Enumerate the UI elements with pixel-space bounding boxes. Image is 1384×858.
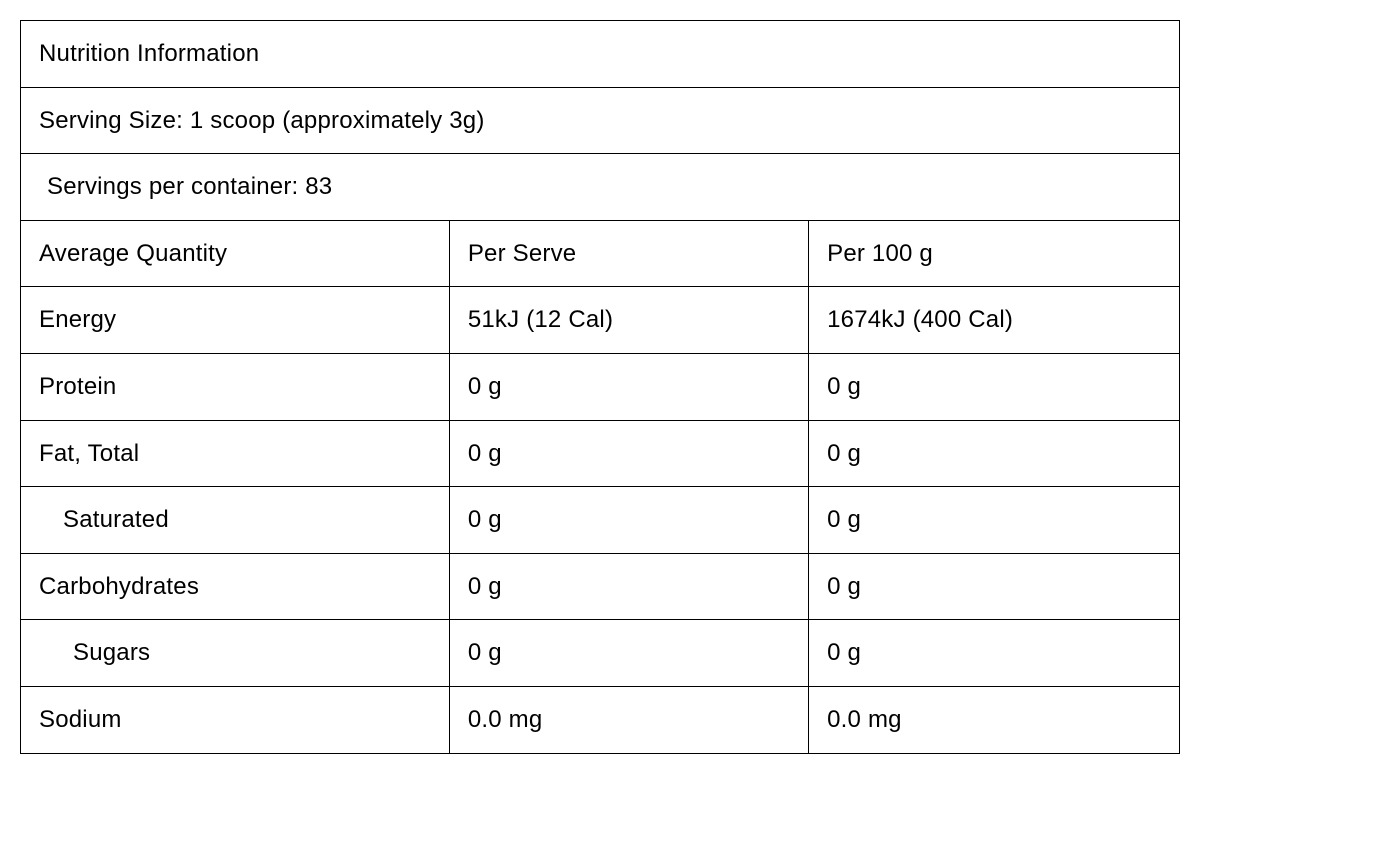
table-row: Carbohydrates 0 g 0 g <box>21 553 1180 620</box>
row-label: Saturated <box>21 487 450 554</box>
table-row: Energy 51kJ (12 Cal) 1674kJ (400 Cal) <box>21 287 1180 354</box>
title-row: Nutrition Information <box>21 21 1180 88</box>
row-per-serve: 0 g <box>449 353 808 420</box>
row-per-serve: 51kJ (12 Cal) <box>449 287 808 354</box>
table-row: Protein 0 g 0 g <box>21 353 1180 420</box>
nutrition-table: Nutrition Information Serving Size: 1 sc… <box>20 20 1180 754</box>
row-per-serve: 0 g <box>449 553 808 620</box>
row-per-100g: 0 g <box>809 487 1180 554</box>
row-label: Fat, Total <box>21 420 450 487</box>
row-per-100g: 0 g <box>809 553 1180 620</box>
row-per-serve: 0 g <box>449 620 808 687</box>
table-row: Sugars 0 g 0 g <box>21 620 1180 687</box>
row-label: Protein <box>21 353 450 420</box>
row-label: Sodium <box>21 686 450 753</box>
table-row: Saturated 0 g 0 g <box>21 487 1180 554</box>
row-per-100g: 0 g <box>809 620 1180 687</box>
table-row: Fat, Total 0 g 0 g <box>21 420 1180 487</box>
row-label: Energy <box>21 287 450 354</box>
row-per-100g: 0 g <box>809 353 1180 420</box>
row-per-serve: 0 g <box>449 420 808 487</box>
header-row: Average Quantity Per Serve Per 100 g <box>21 220 1180 287</box>
header-quantity: Average Quantity <box>21 220 450 287</box>
row-label: Sugars <box>21 620 450 687</box>
table-row: Sodium 0.0 mg 0.0 mg <box>21 686 1180 753</box>
servings-per-container: Servings per container: 83 <box>21 154 1180 221</box>
header-per-100g: Per 100 g <box>809 220 1180 287</box>
row-per-100g: 1674kJ (400 Cal) <box>809 287 1180 354</box>
table-title: Nutrition Information <box>21 21 1180 88</box>
serving-size-row: Serving Size: 1 scoop (approximately 3g) <box>21 87 1180 154</box>
row-per-serve: 0.0 mg <box>449 686 808 753</box>
row-label: Carbohydrates <box>21 553 450 620</box>
row-per-100g: 0.0 mg <box>809 686 1180 753</box>
row-per-serve: 0 g <box>449 487 808 554</box>
servings-per-container-row: Servings per container: 83 <box>21 154 1180 221</box>
header-per-serve: Per Serve <box>449 220 808 287</box>
serving-size: Serving Size: 1 scoop (approximately 3g) <box>21 87 1180 154</box>
row-per-100g: 0 g <box>809 420 1180 487</box>
